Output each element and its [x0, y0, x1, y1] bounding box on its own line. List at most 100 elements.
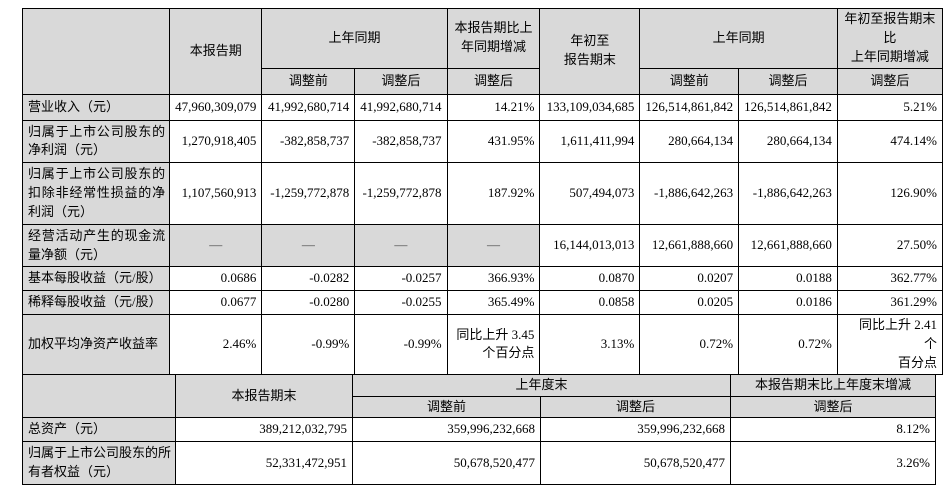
- value-cell: 1,611,411,994: [539, 119, 641, 164]
- table-row-operating-cash-flow: 经营活动产生的现金流量净额（元） — — — — 16,144,013,013 …: [21, 223, 943, 268]
- header-adjust-after: 调整后: [730, 395, 936, 419]
- header-row-subcols: 调整前 调整后 调整后: [23, 395, 936, 419]
- value-cell: 507,494,073: [539, 162, 641, 225]
- value-cell: 8.12%: [730, 417, 936, 443]
- table-row-weighted-avg-roe: 加权平均净资产收益率 2.46% -0.99% -0.99% 同比上升 3.45…: [21, 314, 943, 375]
- header-current-period-end: 本报告期末: [175, 373, 353, 419]
- header-blank: [22, 373, 176, 419]
- value-cell: -1,886,642,263: [738, 162, 838, 225]
- value-cell: 0.72%: [738, 314, 838, 375]
- value-cell: -382,858,737: [261, 119, 356, 164]
- row-label: 归属于上市公司股东的扣除非经常性损益的净利润（元）: [21, 162, 171, 225]
- header-adjust-after: 调整后: [836, 67, 943, 95]
- header-adjust-after: 调整后: [446, 67, 541, 95]
- value-cell: —: [446, 223, 541, 268]
- header-row-groups: 本报告期 上年同期 本报告期比上 年同期增减 年初至 报告期末 上年同期 年初至…: [21, 8, 943, 95]
- value-cell: 431.95%: [446, 119, 541, 164]
- table-row-net-profit-excl-nonrecurring: 归属于上市公司股东的扣除非经常性损益的净利润（元） 1,107,560,913 …: [21, 162, 943, 225]
- value-cell: 3.26%: [730, 441, 936, 485]
- table-row-basic-eps: 基本每股收益（元/股） 0.0686 -0.0282 -0.0257 366.9…: [21, 266, 943, 292]
- value-cell: 280,664,134: [639, 119, 740, 164]
- table-row-net-profit: 归属于上市公司股东的净利润（元） 1,270,918,405 -382,858,…: [21, 119, 943, 164]
- header-change-vs-prior-same-period: 本报告期比上 年同期增减: [446, 8, 541, 69]
- header-adjust-before: 调整前: [352, 395, 541, 419]
- header-adjust-before: 调整前: [639, 67, 740, 95]
- value-cell: 126,514,861,842: [738, 93, 838, 121]
- value-cell: 12,661,888,660: [738, 223, 838, 268]
- value-cell: -0.0282: [261, 266, 356, 292]
- value-cell: 133,109,034,685: [539, 93, 641, 121]
- header-adjust-after: 调整后: [540, 395, 731, 419]
- value-cell: 0.0186: [738, 290, 838, 316]
- value-cell: 0.0205: [639, 290, 740, 316]
- header-adjust-after: 调整后: [354, 67, 448, 95]
- value-cell: -1,259,772,878: [261, 162, 356, 225]
- value-cell: 0.0870: [539, 266, 641, 292]
- table-row-total-assets: 总资产（元） 389,212,032,795 359,996,232,668 3…: [22, 417, 936, 443]
- value-cell: -0.99%: [261, 314, 356, 375]
- value-cell: 1,270,918,405: [169, 119, 263, 164]
- value-cell: 41,992,680,714: [261, 93, 356, 121]
- value-cell: 14.21%: [446, 93, 541, 121]
- value-cell: 365.49%: [446, 290, 541, 316]
- header-prior-year-end: 上年度末: [352, 373, 731, 397]
- value-cell: 50,678,520,477: [352, 441, 541, 485]
- header-adjust-before: 调整前: [261, 67, 356, 95]
- value-cell: 50,678,520,477: [540, 441, 731, 485]
- value-cell: 41,992,680,714: [354, 93, 448, 121]
- row-label: 归属于上市公司股东的净利润（元）: [21, 119, 171, 164]
- row-label: 基本每股收益（元/股）: [21, 266, 171, 292]
- value-cell: 同比上升 2.41 个 百分点: [836, 314, 943, 375]
- value-cell: 0.0858: [539, 290, 641, 316]
- value-cell: 474.14%: [836, 119, 943, 164]
- value-cell: 0.0207: [639, 266, 740, 292]
- value-cell: 1,107,560,913: [169, 162, 263, 225]
- value-cell: 47,960,309,079: [169, 93, 263, 121]
- value-cell: 359,996,232,668: [352, 417, 541, 443]
- financial-summary: 本报告期 上年同期 本报告期比上 年同期增减 年初至 报告期末 上年同期 年初至…: [21, 8, 943, 485]
- value-cell: 2.46%: [169, 314, 263, 375]
- header-current-period: 本报告期: [169, 8, 263, 95]
- value-cell: 359,996,232,668: [540, 417, 731, 443]
- header-row-groups: 本报告期末 上年度末 本报告期末比上年度末增减: [22, 373, 936, 419]
- value-cell: 5.21%: [836, 93, 943, 121]
- header-adjust-after: 调整后: [738, 67, 838, 95]
- header-row-subcols: 调整前 调整后 调整后 调整前 调整后 调整后: [23, 67, 943, 95]
- table-row-revenue: 营业收入（元） 47,960,309,079 41,992,680,714 41…: [21, 93, 943, 121]
- row-label: 经营活动产生的现金流量净额（元）: [21, 223, 171, 268]
- row-label: 稀释每股收益（元/股）: [21, 290, 171, 316]
- value-cell: 366.93%: [446, 266, 541, 292]
- value-cell: 126,514,861,842: [639, 93, 740, 121]
- header-ytd-change-vs-prior: 年初至报告期末比 上年同期增减: [836, 8, 943, 69]
- period-results-table: 本报告期 上年同期 本报告期比上 年同期增减 年初至 报告期末 上年同期 年初至…: [21, 8, 943, 375]
- header-ytd: 年初至 报告期末: [539, 8, 641, 95]
- value-cell: 3.13%: [539, 314, 641, 375]
- value-cell: -0.0255: [354, 290, 448, 316]
- value-cell: -1,259,772,878: [354, 162, 448, 225]
- value-cell: 187.92%: [446, 162, 541, 225]
- table-row-equity: 归属于上市公司股东的所有者权益（元） 52,331,472,951 50,678…: [22, 441, 936, 485]
- value-cell: 0.0677: [169, 290, 263, 316]
- value-cell: 同比上升 3.45 个百分点: [446, 314, 541, 375]
- table-row-diluted-eps: 稀释每股收益（元/股） 0.0677 -0.0280 -0.0255 365.4…: [21, 290, 943, 316]
- value-cell: 52,331,472,951: [175, 441, 353, 485]
- header-prior-year-same-period: 上年同期: [261, 8, 448, 69]
- value-cell: 126.90%: [836, 162, 943, 225]
- header-blank: [21, 8, 171, 95]
- value-cell: —: [354, 223, 448, 268]
- value-cell: 27.50%: [836, 223, 943, 268]
- value-cell: 12,661,888,660: [639, 223, 740, 268]
- row-label: 加权平均净资产收益率: [21, 314, 171, 375]
- value-cell: 280,664,134: [738, 119, 838, 164]
- value-cell: -0.99%: [354, 314, 448, 375]
- value-cell: —: [169, 223, 263, 268]
- row-label: 总资产（元）: [22, 417, 176, 443]
- value-cell: 361.29%: [836, 290, 943, 316]
- value-cell: -0.0257: [354, 266, 448, 292]
- value-cell: -1,886,642,263: [639, 162, 740, 225]
- row-label: 归属于上市公司股东的所有者权益（元）: [22, 441, 176, 485]
- row-label: 营业收入（元）: [21, 93, 171, 121]
- value-cell: 0.72%: [639, 314, 740, 375]
- header-prior-year-same-period-ytd: 上年同期: [639, 8, 838, 69]
- value-cell: 16,144,013,013: [539, 223, 641, 268]
